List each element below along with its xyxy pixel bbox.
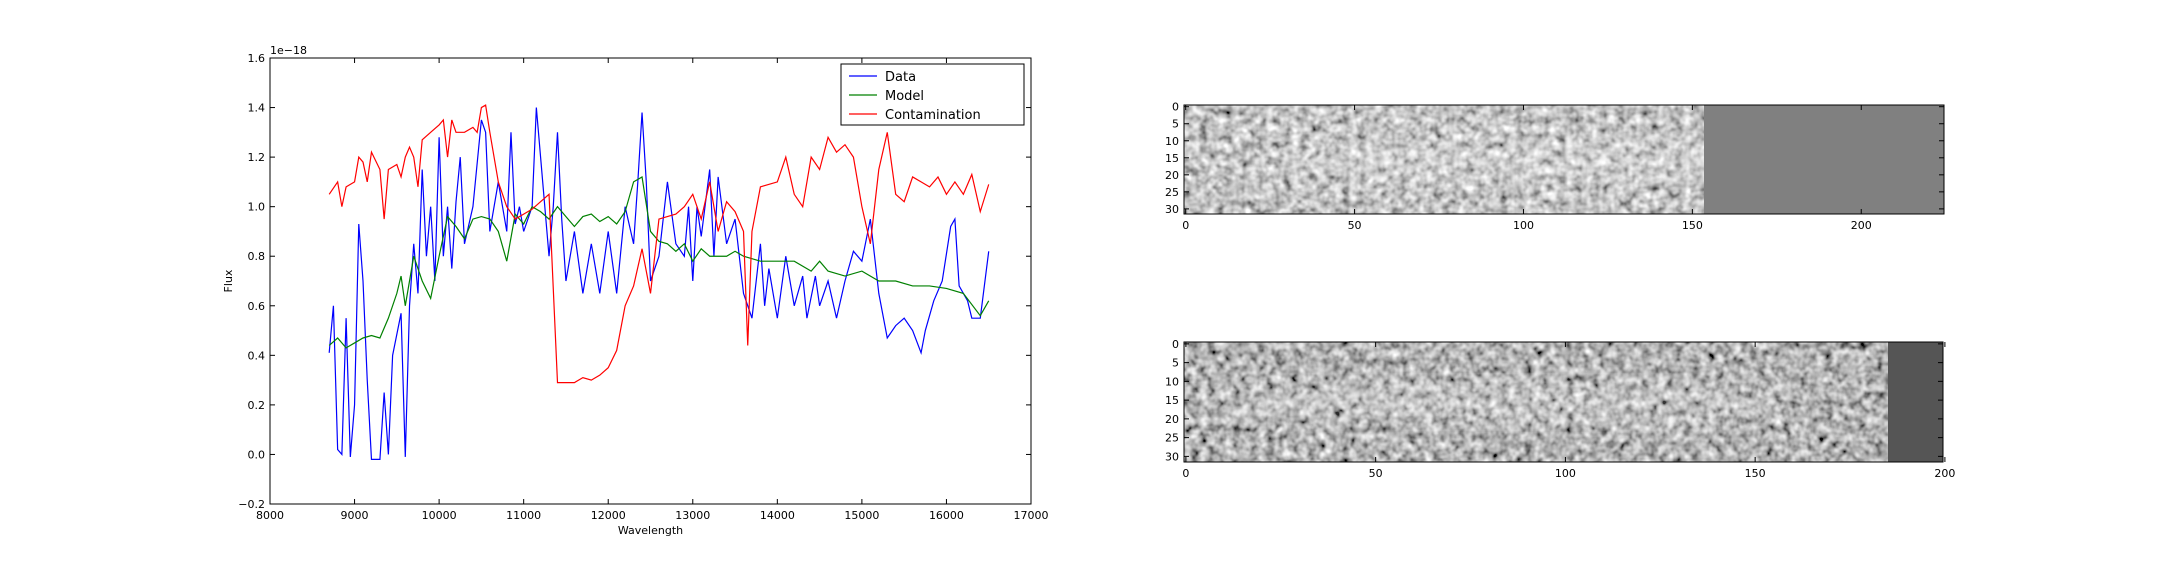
- y-tick-label: 1.6: [248, 52, 266, 65]
- y-tick-label: 10: [1165, 375, 1179, 388]
- y-tick-label: 15: [1165, 394, 1179, 407]
- axes-frame: [1183, 104, 1945, 215]
- y-tick-label: 5: [1172, 357, 1179, 370]
- x-tick-label: 0: [1182, 219, 1189, 232]
- y-tick-label: 20: [1165, 169, 1179, 182]
- y-tick-label: −0.2: [238, 498, 265, 511]
- x-tick-label: 150: [1682, 219, 1703, 232]
- y-tick-label: 0: [1172, 101, 1179, 114]
- y-tick-label: 0.0: [248, 448, 266, 461]
- legend-label: Data: [885, 70, 916, 85]
- y-tick-label: 0.2: [248, 399, 266, 412]
- y-axis-label: Flux: [222, 269, 235, 292]
- y-tick-label: 15: [1165, 152, 1179, 165]
- y-tick-label: 5: [1172, 118, 1179, 131]
- series-line: [328, 107, 990, 460]
- axes-frame: [269, 57, 1032, 505]
- x-tick-label: 17000: [1014, 509, 1049, 522]
- y-tick-label: 25: [1165, 432, 1179, 445]
- y-tick-label: 25: [1165, 186, 1179, 199]
- x-tick-label: 15000: [844, 509, 879, 522]
- x-tick-label: 50: [1348, 219, 1362, 232]
- y-tick-label: 0.4: [248, 349, 266, 362]
- y-tick-label: 0.8: [248, 250, 266, 263]
- y-tick-label: 30: [1165, 450, 1179, 463]
- y-tick-label: 1.0: [248, 201, 266, 214]
- series-line: [328, 104, 990, 384]
- x-tick-label: 16000: [929, 509, 964, 522]
- x-tick-label: 9000: [341, 509, 369, 522]
- x-tick-label: 11000: [506, 509, 541, 522]
- y-tick-label: 0: [1172, 338, 1179, 351]
- legend-label: Contamination: [885, 108, 981, 123]
- image-texture: [1184, 342, 1943, 462]
- x-tick-label: 13000: [675, 509, 710, 522]
- x-tick-label: 200: [1934, 467, 1955, 480]
- axes-frame: [1183, 341, 1944, 463]
- x-tick-label: 14000: [760, 509, 795, 522]
- y-tick-label: 30: [1165, 203, 1179, 216]
- x-tick-label: 100: [1513, 219, 1534, 232]
- x-tick-label: 100: [1555, 467, 1576, 480]
- y-tick-label: 1.2: [248, 151, 266, 164]
- y-tick-label: 1.4: [248, 102, 266, 115]
- legend-label: Model: [885, 89, 924, 104]
- series-line: [328, 175, 990, 349]
- y-offset-label: 1e−18: [270, 44, 307, 57]
- plot-layer: 8000 9000 10000 11000 12000 13000 14000 15000 16…: [222, 44, 1955, 537]
- x-axis-label: Wavelength: [618, 524, 683, 537]
- x-tick-label: 10000: [422, 509, 457, 522]
- x-tick-label: 8000: [256, 509, 284, 522]
- x-tick-label: 12000: [591, 509, 626, 522]
- x-tick-label: 150: [1745, 467, 1766, 480]
- x-tick-label: 200: [1851, 219, 1872, 232]
- image-texture: [1184, 105, 1944, 214]
- y-tick-label: 0.6: [248, 300, 266, 313]
- y-tick-label: 20: [1165, 413, 1179, 426]
- x-tick-label: 0: [1182, 467, 1189, 480]
- lines: [328, 104, 990, 460]
- x-tick-label: 50: [1369, 467, 1383, 480]
- y-tick-label: 10: [1165, 135, 1179, 148]
